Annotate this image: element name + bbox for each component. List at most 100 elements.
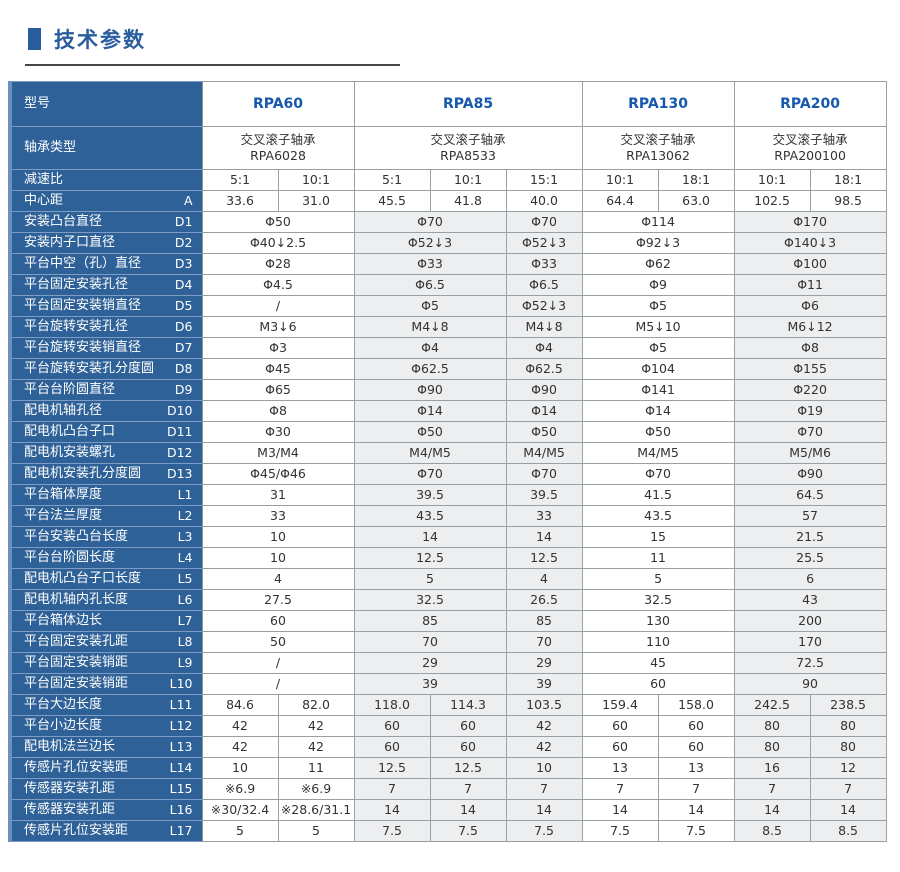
value-cell: Φ8 [201,400,355,422]
param-code: A [183,192,193,208]
value-cell: 16 [733,757,811,779]
param-label: 配电机凸台子口长度 [24,570,142,586]
value-cell: 14 [733,799,811,821]
value-cell: 31 [201,484,355,506]
param-code: D3 [174,255,193,271]
param-label-cell: 平台固定安装销距 L10 [8,673,203,695]
param-label: 平台固定安装孔径 [24,276,129,292]
value-cell: 5:1 [353,169,431,191]
value-cell: 12.5 [505,547,583,569]
value-cell: 7.5 [429,820,507,842]
param-label-cell: 平台小边长度 L12 [8,715,203,737]
param-label-cell: 平台固定安装孔径 D4 [8,274,203,296]
value-cell: 7 [733,778,811,800]
table-row: 平台固定安装孔径 D4 Φ4.5 Φ6.5 Φ6.5 Φ9 Φ11 [8,274,887,296]
param-code: D13 [166,465,193,481]
value-cell: 200 [733,610,887,632]
param-label: 平台固定安装销距 [24,654,129,670]
value-cell: Φ70 [505,463,583,485]
value-cell: 5:1 [201,169,279,191]
value-cell: 29 [505,652,583,674]
value-cell: 33 [505,505,583,527]
param-code: L4 [177,549,193,565]
table-row: 配电机安装螺孔 D12 M3/M4 M4/M5 M4/M5 M4/M5 M5/M6 [8,442,887,464]
value-cell: 25.5 [733,547,887,569]
value-cell: 5 [581,568,735,590]
value-cell: Φ70 [733,421,887,443]
value-cell: 57 [733,505,887,527]
value-cell: 7.5 [353,820,431,842]
param-label-cell: 安装内子口直径 D2 [8,232,203,254]
value-cell: 238.5 [809,694,887,716]
param-label-cell: 配电机轴内孔长度 L6 [8,589,203,611]
value-cell: 21.5 [733,526,887,548]
value-cell: 交叉滚子轴承 RPA13062 [581,126,735,170]
value-cell: 60 [429,736,507,758]
value-cell: Φ4 [505,337,583,359]
value-cell: 8.5 [733,820,811,842]
value-cell: Φ155 [733,358,887,380]
param-label-cell: 配电机凸台子口 D11 [8,421,203,443]
value-cell: 7.5 [505,820,583,842]
param-label-cell: 配电机安装孔分度圆 D13 [8,463,203,485]
value-cell: 7.5 [581,820,659,842]
value-cell: 39.5 [505,484,583,506]
param-label: 减速比 [24,171,64,187]
value-cell: Φ14 [505,400,583,422]
value-cell: 43.5 [353,505,507,527]
value-cell: Φ45/Φ46 [201,463,355,485]
value-cell: 5 [277,820,355,842]
param-code: L13 [169,738,193,754]
value-cell: 42 [505,715,583,737]
value-cell: 7 [809,778,887,800]
value-cell: Φ220 [733,379,887,401]
value-cell: 6 [733,568,887,590]
value-cell: 10:1 [277,169,355,191]
param-label: 平台固定安装销距 [24,675,129,691]
param-code: L2 [177,507,193,523]
value-cell: Φ114 [581,211,735,233]
param-label: 平台小边长度 [24,717,103,733]
value-cell: 42 [201,736,279,758]
value-cell: 170 [733,631,887,653]
param-label: 型号 [24,95,51,111]
value-cell: Φ52↓3 [505,232,583,254]
model-name-cell: RPA200 [733,81,887,127]
param-label: 平台固定安装孔距 [24,633,129,649]
table-row: 平台固定安装销直径 D5/Φ5 Φ52↓3 Φ5 Φ6 [8,295,887,317]
value-cell: 60 [581,673,735,695]
value-cell: 45.5 [353,190,431,212]
param-code: L8 [177,633,193,649]
value-cell: Φ70 [353,211,507,233]
value-cell: 50 [201,631,355,653]
value-cell: Φ70 [353,463,507,485]
param-label: 平台法兰厚度 [24,507,103,523]
table-row: 平台安装凸台长度 L3 10 14 14 15 21.5 [8,526,887,548]
value-cell: Φ33 [353,253,507,275]
value-cell: 29 [353,652,507,674]
value-cell: Φ33 [505,253,583,275]
value-cell: 交叉滚子轴承 RPA6028 [201,126,355,170]
value-cell: 12.5 [429,757,507,779]
param-code: D10 [166,402,193,418]
spec-table: 型号 RPA60 RPA85 RPA130 RPA200 轴承类型 交叉滚子轴承 RPA60… [8,81,887,842]
value-cell: Φ19 [733,400,887,422]
param-code: L15 [169,780,193,796]
value-cell: 13 [657,757,735,779]
value-cell: 70 [505,631,583,653]
value-cell: M3↓6 [201,316,355,338]
value-cell: 60 [429,715,507,737]
value-cell: Φ45 [201,358,355,380]
page-title: 技术参数 [54,28,146,52]
value-cell: 27.5 [201,589,355,611]
value-cell: 5 [201,820,279,842]
value-cell: 70 [353,631,507,653]
param-label: 平台旋转安装孔分度圆 [24,360,155,376]
value-cell: ※28.6/31.1 [277,799,355,821]
value-cell: Φ141 [581,379,735,401]
param-label-cell: 平台台阶圆长度 L4 [8,547,203,569]
value-cell: 10:1 [733,169,811,191]
table-row: 平台旋转安装销直径 D7 Φ3 Φ4 Φ4 Φ5 Φ8 [8,337,887,359]
value-cell: Φ14 [581,400,735,422]
value-cell: 85 [353,610,507,632]
